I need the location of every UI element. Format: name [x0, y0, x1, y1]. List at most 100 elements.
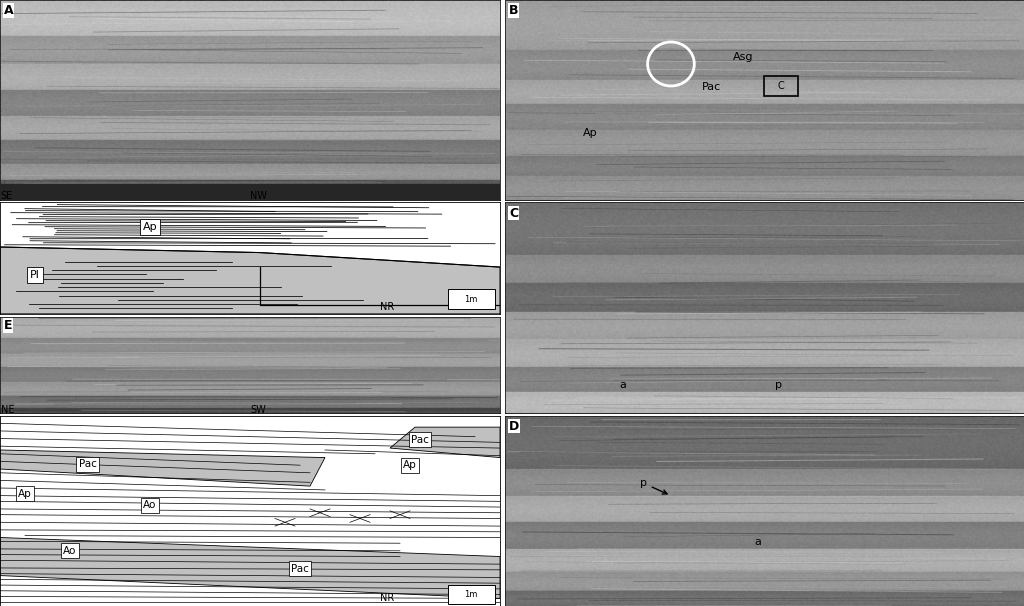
Bar	[505, 20, 1024, 22]
Bar	[505, 129, 1024, 130]
Bar	[505, 191, 1024, 192]
Bar	[505, 269, 1024, 270]
Bar	[505, 255, 1024, 256]
Bar	[505, 55, 1024, 56]
Bar	[505, 87, 1024, 88]
Bar	[0, 104, 500, 105]
Text: NR: NR	[380, 302, 394, 312]
Bar	[0, 102, 500, 103]
Bar	[505, 301, 1024, 302]
Bar	[505, 113, 1024, 115]
Bar	[505, 218, 1024, 220]
Bar	[505, 467, 1024, 469]
Bar	[505, 394, 1024, 395]
Bar	[505, 33, 1024, 35]
Bar	[0, 68, 500, 69]
Bar	[505, 152, 1024, 153]
Bar	[0, 162, 500, 163]
Bar	[505, 74, 1024, 75]
Bar	[505, 121, 1024, 122]
Bar	[505, 45, 1024, 47]
Bar	[505, 337, 1024, 338]
Bar	[0, 109, 500, 110]
Bar	[505, 565, 1024, 567]
Bar	[505, 144, 1024, 145]
Bar	[0, 15, 500, 16]
Bar	[505, 97, 1024, 98]
Bar	[0, 87, 500, 88]
Bar	[0, 25, 500, 27]
Bar	[505, 460, 1024, 462]
Bar	[505, 76, 1024, 77]
Bar	[505, 3, 1024, 5]
Bar	[0, 2, 500, 4]
Bar	[505, 293, 1024, 295]
Bar	[505, 273, 1024, 275]
Bar	[505, 150, 1024, 151]
Bar	[505, 469, 1024, 470]
Bar	[505, 471, 1024, 473]
Bar	[505, 562, 1024, 564]
Bar	[505, 528, 1024, 530]
Bar	[505, 310, 1024, 311]
Bar	[447, 585, 495, 604]
Bar	[505, 433, 1024, 435]
Bar	[505, 285, 1024, 287]
Bar	[505, 575, 1024, 576]
Bar	[505, 227, 1024, 229]
Bar	[0, 78, 500, 79]
Text: Ao: Ao	[63, 546, 77, 556]
Bar	[505, 190, 1024, 191]
Bar	[0, 72, 500, 73]
Text: Asg: Asg	[733, 52, 754, 62]
Bar	[505, 584, 1024, 585]
Bar	[505, 333, 1024, 334]
Bar	[0, 184, 500, 200]
Bar	[505, 193, 1024, 195]
Bar	[505, 172, 1024, 173]
Bar	[505, 239, 1024, 241]
Bar	[505, 99, 1024, 100]
Bar	[0, 47, 500, 48]
Bar	[0, 101, 500, 102]
Bar	[505, 418, 1024, 419]
Bar	[505, 357, 1024, 358]
Bar	[505, 490, 1024, 491]
Bar	[505, 488, 1024, 490]
Bar	[505, 167, 1024, 168]
Bar	[0, 97, 500, 98]
Bar	[0, 107, 500, 108]
Bar	[505, 510, 1024, 511]
Bar	[505, 52, 1024, 53]
Bar	[505, 300, 1024, 301]
Bar	[505, 118, 1024, 119]
Bar	[505, 536, 1024, 538]
Bar	[0, 0, 500, 1]
Bar	[0, 79, 500, 81]
Bar	[505, 38, 1024, 40]
Bar	[0, 336, 500, 337]
Bar	[505, 225, 1024, 227]
Bar	[0, 324, 500, 325]
Bar	[505, 48, 1024, 50]
Bar	[505, 27, 1024, 28]
Bar	[764, 76, 798, 96]
Bar	[505, 577, 1024, 578]
Bar	[0, 51, 500, 52]
Bar	[0, 60, 500, 61]
Bar	[0, 130, 500, 131]
Bar	[505, 555, 1024, 556]
Bar	[505, 435, 1024, 437]
Bar	[505, 411, 1024, 412]
Bar	[505, 135, 1024, 136]
Text: a: a	[620, 380, 626, 390]
Bar	[505, 425, 1024, 427]
Bar	[505, 51, 1024, 52]
Bar	[505, 534, 1024, 536]
Bar	[0, 53, 500, 54]
Bar	[505, 85, 1024, 87]
Bar	[0, 157, 500, 158]
Bar	[505, 578, 1024, 579]
Bar	[505, 267, 1024, 268]
Bar	[0, 48, 500, 49]
